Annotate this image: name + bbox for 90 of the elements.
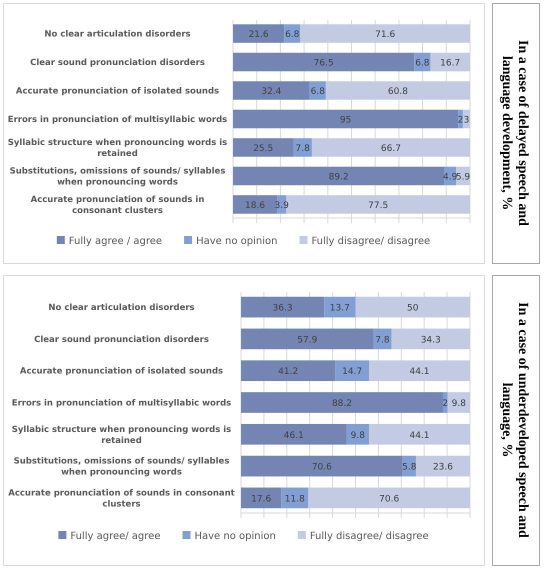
y2-axis-title: In a case of underdeveloped speech and language, %	[499, 302, 530, 538]
data-label: 18.6	[245, 200, 266, 211]
data-label: 46.1	[284, 430, 304, 441]
y-tick-label: Substitutions, omissions of sounds/ syllables when pronouncing words	[14, 456, 230, 478]
y-tick-label: Syllabic structure when pronouncing words is retained	[12, 424, 232, 446]
bar	[300, 24, 470, 43]
data-label: 5.9	[456, 172, 470, 182]
data-label: 23.6	[432, 462, 454, 473]
data-label: 17.6	[251, 494, 272, 504]
data-label: 57.9	[297, 335, 318, 346]
bar	[233, 110, 458, 128]
data-label: 95	[340, 116, 352, 126]
y-tick-label: Clear sound pronunciation disorders	[34, 334, 209, 345]
y-tick-label: Errors in pronunciation of multisyllabic words	[12, 398, 232, 408]
data-label: 6.8	[285, 30, 300, 40]
bar	[241, 360, 336, 382]
data-label: 32.4	[261, 87, 282, 98]
bar	[430, 52, 470, 72]
y-tick-label: Accurate pronunciation of isolated sounds	[20, 366, 224, 377]
bar	[312, 138, 470, 157]
data-label: 41.2	[278, 367, 298, 378]
bar	[233, 138, 294, 157]
bar	[241, 296, 324, 318]
data-label: 76.5	[314, 58, 334, 69]
y-tick-label: No clear articulation disorders	[44, 30, 191, 40]
data-label: 25.5	[253, 144, 274, 154]
data-label: 34.3	[420, 335, 441, 346]
y-tick-label: No clear articulation disorders	[48, 303, 195, 314]
data-label: 88.2	[332, 399, 352, 409]
data-label: 77.5	[368, 200, 388, 211]
data-label: 14.7	[342, 367, 362, 378]
legend-label: Have no opinion	[196, 236, 278, 247]
data-label: 60.8	[388, 87, 408, 98]
data-label: 11.8	[284, 494, 306, 504]
bar	[233, 52, 414, 72]
data-label: 16.7	[440, 58, 460, 69]
data-label: 7.8	[296, 144, 310, 154]
y-tick-label: Accurate pronunciation of isolated sounds	[16, 86, 220, 97]
legend-label: Fully disagree/ disagree	[311, 236, 430, 247]
data-label: 70.6	[312, 462, 332, 473]
legend-label: Fully agree / agree	[68, 236, 162, 247]
bar	[356, 296, 470, 318]
data-label: 9.8	[452, 399, 466, 409]
data-label: 4.9	[443, 172, 458, 182]
bar	[241, 424, 347, 445]
data-label: 70.6	[379, 494, 400, 504]
bar	[448, 392, 470, 413]
data-label: 2	[442, 399, 448, 409]
bar	[335, 360, 370, 382]
bar	[369, 424, 470, 445]
data-label: 6.8	[415, 58, 430, 69]
data-label: 9.8	[350, 430, 366, 441]
data-label: 44.1	[409, 430, 430, 441]
data-label: 50	[407, 304, 419, 314]
bar	[241, 488, 282, 508]
data-label: 71.6	[375, 30, 396, 40]
bar	[326, 81, 470, 100]
data-label: 2	[458, 116, 464, 126]
y-tick-label: Substitutions, omissions of sounds/ syllables when pronouncing words	[10, 166, 226, 188]
y-tick-label: Accurate pronunciation of sounds in consonant clusters	[8, 488, 235, 510]
bar	[241, 392, 443, 413]
bar	[416, 456, 470, 476]
bar	[324, 296, 356, 318]
data-label: 44.1	[409, 367, 430, 378]
data-label: 89.2	[328, 172, 349, 182]
bar	[233, 166, 444, 186]
legend-label: Fully disagree/ disagree	[310, 531, 429, 542]
data-label: 3.9	[274, 200, 290, 211]
bar	[369, 360, 470, 382]
data-label: 13.7	[330, 304, 350, 314]
bar	[241, 456, 403, 476]
data-label: 5.8	[402, 462, 417, 473]
y-tick-label: Clear sound pronunciation disorders	[30, 58, 205, 68]
y-tick-label: Syllabic structure when pronouncing words is retained	[8, 138, 228, 159]
y-tick-label: Accurate pronunciation of sounds in consonant clusters	[30, 194, 204, 216]
legend-label: Fully agree/ agree	[70, 531, 160, 542]
data-label: 6.8	[310, 87, 326, 98]
data-label: 7.8	[375, 335, 390, 346]
bar	[241, 328, 374, 350]
data-label: 36.3	[272, 304, 293, 314]
bar	[391, 328, 470, 350]
bar	[233, 81, 310, 100]
bar	[308, 488, 470, 508]
legend-label: Have no opinion	[194, 531, 276, 542]
y-tick-label: Errors in pronunciation of multisyllabic words	[8, 115, 228, 125]
data-label: 66.7	[380, 144, 401, 154]
bar	[233, 24, 284, 43]
y2-axis-title: In a case of delayed speech and language development, %	[499, 40, 530, 226]
data-label: 21.6	[248, 30, 269, 40]
data-label: 3	[464, 116, 470, 126]
